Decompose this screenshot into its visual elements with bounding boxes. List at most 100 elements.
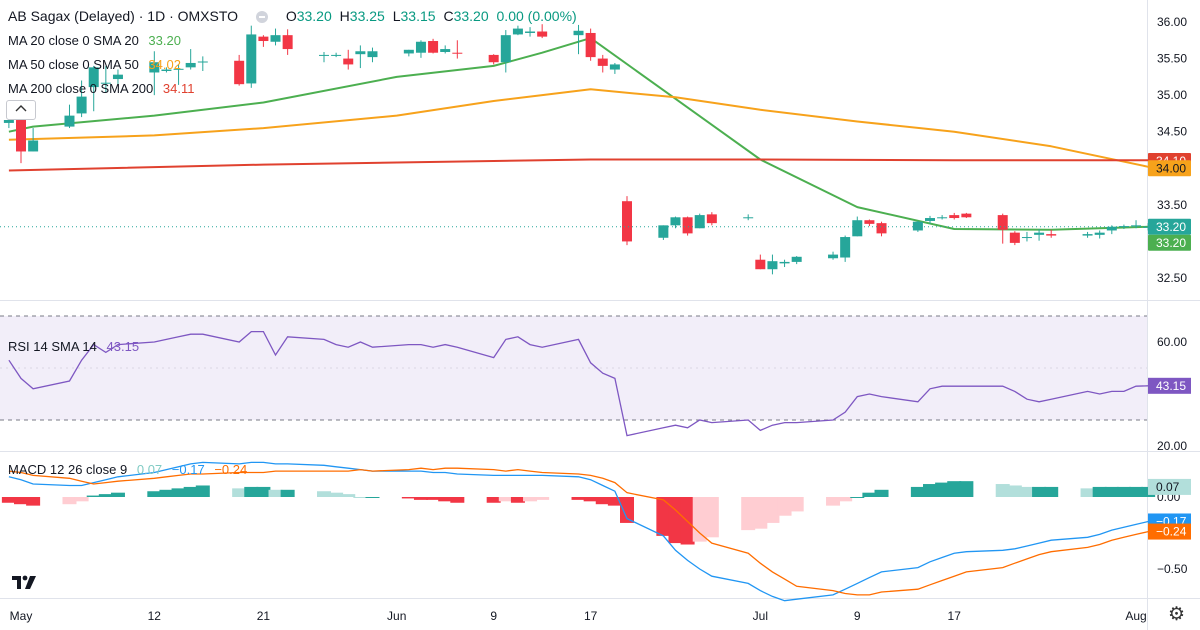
low-label: L [392, 8, 401, 24]
candle-body [3, 120, 14, 123]
candle-body [258, 36, 269, 42]
macd-hist-bar [668, 497, 683, 544]
macd-hist-bar [1019, 486, 1034, 497]
candle-body [1094, 232, 1105, 235]
macd-hist-bar [498, 497, 513, 502]
ma200-line [8, 158, 1149, 172]
price-axis-tick: 33.50 [1157, 198, 1187, 212]
macd-hist-bar [171, 488, 186, 497]
macd-hist-bar [777, 497, 792, 516]
ma20-legend[interactable]: MA 20 close 0 SMA 20 33.20 [8, 33, 181, 48]
settings-gear-icon[interactable]: ⚙ [1168, 604, 1186, 625]
price-label-box [1148, 234, 1191, 251]
candle-body [234, 60, 245, 85]
macd-hist-bar [947, 481, 962, 497]
rsi-axis-tick: 60.00 [1157, 335, 1187, 349]
candle-body [779, 261, 790, 264]
candle-body [876, 223, 887, 234]
rsi-label-box [1148, 377, 1191, 394]
macd-legend[interactable]: MACD 12 26 close 9 0.07 −0.17 −0.24 [8, 462, 247, 477]
macd-hist-bar [232, 488, 247, 497]
candle-body [1082, 234, 1093, 236]
macd-hist-bar [571, 497, 586, 500]
ma20-line [8, 37, 1149, 231]
time-axis-tick: 17 [584, 609, 598, 623]
candle-body [828, 254, 839, 259]
candle-body [270, 35, 281, 42]
open-value: 33.20 [296, 8, 332, 24]
macd-hist-bar [595, 497, 610, 505]
candle-body [743, 217, 754, 219]
ma200-value: 34.11 [162, 81, 195, 96]
candle-body [100, 82, 111, 84]
macd-label-text: −0.24 [1156, 525, 1187, 539]
price-axis-tick: 35.00 [1157, 88, 1187, 102]
candle-body [937, 217, 948, 219]
rsi-label-text: 43.15 [1156, 379, 1186, 393]
candle-body [997, 215, 1008, 230]
macd-hist-bar [704, 497, 719, 538]
macd-hist-bar [353, 497, 368, 498]
macd-hist-bar [62, 497, 77, 505]
macd-hist-bar [656, 497, 671, 536]
rsi-axis-tick: 20.00 [1157, 439, 1187, 453]
tradingview-logo-icon [12, 575, 36, 589]
macd-hist-bar [838, 497, 853, 502]
tradingview-logo[interactable] [10, 572, 38, 592]
candle-body [343, 58, 354, 65]
macd-hist-bar [329, 492, 344, 497]
candle-body [622, 201, 632, 242]
rsi-value: 43.15 [106, 339, 140, 354]
candle-body [925, 218, 935, 221]
time-axis-tick: Jul [753, 609, 768, 623]
price-label-text: 34.00 [1156, 161, 1186, 175]
candle-body [88, 67, 99, 88]
signal-line [8, 467, 1149, 596]
time-axis-tick: Aug [1125, 609, 1146, 623]
candle-body [331, 54, 342, 56]
price-axis-tick: 35.50 [1157, 52, 1187, 66]
macd-hist-bar [280, 489, 295, 497]
candle-body [428, 41, 439, 53]
macd-hist-bar [26, 497, 41, 506]
candle-body [755, 259, 766, 270]
candle-body [440, 49, 451, 52]
macd-hist-bar [850, 497, 865, 498]
candle-body [76, 96, 87, 114]
collapse-legend-button[interactable] [6, 100, 36, 120]
symbol-legend: AB Sagax (Delayed) · 1D · OMXSTO O33.20 … [8, 8, 577, 24]
macd-hist-bar [535, 497, 550, 500]
symbol-title[interactable]: AB Sagax (Delayed) · 1D · OMXSTO [8, 8, 239, 24]
close-value: 33.20 [453, 8, 489, 24]
candle-body [573, 30, 584, 36]
candle-body [1106, 226, 1117, 231]
candle-body [767, 261, 778, 270]
macd-hist-bar [1092, 486, 1107, 497]
candle-body [694, 215, 705, 229]
candle-body [500, 35, 511, 63]
candle-body [28, 140, 39, 152]
macd-hist-bar [995, 484, 1010, 497]
price-axis-tick: 34.50 [1157, 125, 1187, 139]
macd-hist-bar [401, 497, 416, 499]
ma50-legend[interactable]: MA 50 close 0 SMA 50 34.02 [8, 57, 181, 72]
minus-icon[interactable] [255, 11, 268, 23]
macd-hist-bar [753, 497, 768, 529]
candle-body [161, 69, 172, 72]
candle-body [1118, 226, 1129, 228]
candle-body [949, 215, 960, 219]
rsi-legend[interactable]: RSI 14 SMA 14 43.15 [8, 339, 139, 354]
macd-hist-bar [159, 489, 174, 497]
close-label: C [443, 8, 454, 24]
candle-body [670, 217, 681, 226]
candle-body [864, 220, 875, 224]
ma200-legend[interactable]: MA 200 close 0 SMA 200 34.11 [8, 81, 194, 96]
candle-body [488, 54, 499, 63]
chevron-up-icon [15, 105, 27, 112]
macd-hist-bar [1044, 486, 1059, 497]
macd-hist-bar [935, 482, 950, 497]
candle-body [246, 34, 257, 84]
macd-hist-bar [1080, 488, 1095, 497]
macd-hist-bar [789, 497, 804, 512]
